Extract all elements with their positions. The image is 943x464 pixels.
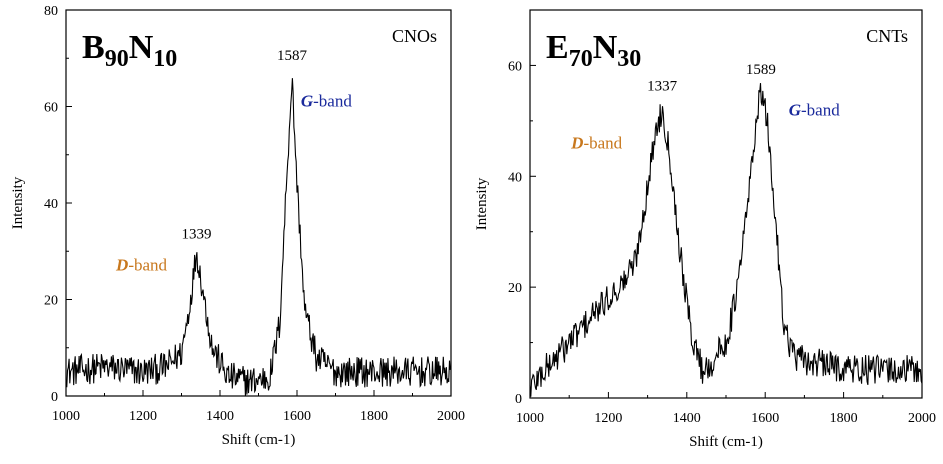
spectrum-line <box>66 78 452 396</box>
band-letter: G <box>301 92 314 111</box>
y-axis-title: Intensity <box>474 177 490 230</box>
y-tick-label: 60 <box>508 59 522 74</box>
peak-label: 1337 <box>647 79 678 95</box>
chart-panel-cnos: 1000 1200 1400 1600 1800 2000 0 20 40 60 80 Shift (… <box>10 4 465 448</box>
band-suffix: -band <box>801 100 840 119</box>
x-tick-label: 1800 <box>360 409 388 424</box>
y-tick-label: 80 <box>44 4 58 19</box>
x-tick-label: 1400 <box>206 409 234 424</box>
y-tick-label: 40 <box>44 197 58 212</box>
peak-label: 1587 <box>277 48 308 64</box>
y-tick-label: 20 <box>508 281 522 296</box>
x-tick-label: 1200 <box>129 409 157 424</box>
corner-label: CNOs <box>392 26 437 46</box>
y-tick-label: 0 <box>515 392 522 407</box>
y-tick-label: 0 <box>51 390 58 405</box>
band-suffix: -band <box>313 92 352 111</box>
band-suffix: -band <box>128 256 167 275</box>
band-label: D-band <box>570 134 622 153</box>
x-tick-label: 1800 <box>830 411 858 426</box>
y-tick-label: 20 <box>44 294 58 309</box>
sample-label-part: E <box>546 29 569 66</box>
sample-label-part: B <box>82 29 105 66</box>
band-label: D-band <box>115 256 167 275</box>
spectrum-line <box>529 83 923 397</box>
sample-label: E70N30 <box>546 29 641 72</box>
sample-label-part: N <box>593 29 618 66</box>
x-axis-title: Shift (cm-1) <box>222 432 296 448</box>
sample-label-part: 30 <box>617 46 641 72</box>
sample-label-part: 10 <box>153 46 177 72</box>
sample-label-part: N <box>129 29 154 66</box>
band-letter: G <box>789 100 802 119</box>
band-label: G-band <box>789 100 840 119</box>
chart-panel-cnts: 1000 1200 1400 1600 1800 2000 0 20 40 60 Shift (cm… <box>474 9 936 450</box>
y-axis-title: Intensity <box>10 176 26 229</box>
x-tick-label: 1600 <box>751 411 779 426</box>
x-axis-title: Shift (cm-1) <box>689 434 763 450</box>
x-tick-label: 1000 <box>516 411 544 426</box>
y-tick-label: 60 <box>44 101 58 116</box>
sample-label-part: 90 <box>105 46 129 72</box>
x-tick-label: 2000 <box>437 409 465 424</box>
x-tick-label: 2000 <box>908 411 936 426</box>
y-tick-label: 40 <box>508 170 522 185</box>
band-letter: D <box>570 134 583 153</box>
sample-label-part: 70 <box>569 46 593 72</box>
peak-label: 1339 <box>182 226 212 242</box>
x-tick-label: 1200 <box>594 411 622 426</box>
x-tick-label: 1000 <box>52 409 80 424</box>
x-tick-label: 1600 <box>283 409 311 424</box>
corner-label: CNTs <box>866 26 908 46</box>
peak-label: 1589 <box>746 62 776 78</box>
sample-label: B90N10 <box>82 29 177 72</box>
x-tick-label: 1400 <box>673 411 701 426</box>
band-suffix: -band <box>583 134 622 153</box>
band-label: G-band <box>301 92 352 111</box>
band-letter: D <box>115 256 128 275</box>
